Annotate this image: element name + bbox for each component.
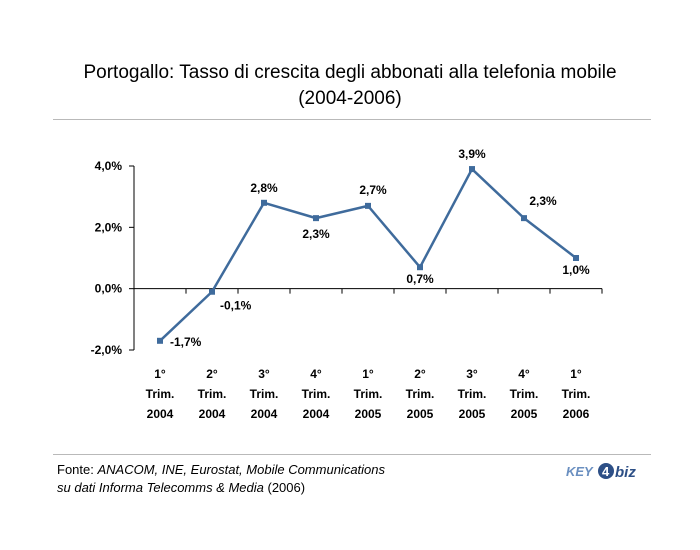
x-tick-label: 1° — [154, 367, 166, 381]
data-point — [209, 288, 215, 295]
x-tick-label: 2005 — [511, 407, 538, 421]
x-tick-label: 4° — [310, 367, 322, 381]
data-label: 2,3% — [529, 194, 557, 208]
data-label: -1,7% — [170, 335, 202, 349]
x-tick-label: 1° — [570, 367, 582, 381]
x-tick-label: 2005 — [407, 407, 434, 421]
logo-text-key: KEY — [566, 464, 594, 479]
data-label: 0,7% — [406, 272, 434, 286]
data-point — [313, 215, 319, 222]
data-point — [365, 202, 371, 209]
data-label: -0,1% — [220, 299, 252, 313]
source-suffix: (2006) — [263, 480, 306, 495]
x-tick-label: 1° — [362, 367, 374, 381]
y-tick-label: 2,0% — [95, 220, 123, 234]
top-divider — [53, 119, 651, 120]
x-tick-label: Trim. — [198, 387, 227, 401]
data-point — [261, 199, 267, 206]
x-tick-label: 2° — [414, 367, 426, 381]
x-tick-label: 3° — [466, 367, 478, 381]
data-label: 1,0% — [562, 263, 590, 277]
subtitle-line: (2004-2006) — [298, 88, 402, 109]
x-tick-label: 2004 — [303, 407, 330, 421]
key4biz-logo: KEY 4 biz — [566, 463, 636, 481]
chart-title: Portogallo: Tasso di crescita degli abbo… — [0, 60, 700, 112]
y-tick-label: 0,0% — [95, 282, 123, 296]
x-tick-label: Trim. — [354, 387, 383, 401]
data-point — [573, 255, 579, 261]
x-tick-label: 2° — [206, 367, 218, 381]
x-tick-label: Trim. — [562, 387, 591, 401]
data-label: 3,9% — [458, 147, 486, 161]
source-note: Fonte: ANACOM, INE, Eurostat, Mobile Com… — [57, 461, 385, 497]
x-tick-label: Trim. — [302, 387, 331, 401]
source-prefix: Fonte: — [57, 462, 98, 477]
source-italic-2: su dati Informa Telecomms & Media — [57, 480, 264, 495]
logo-text-4: 4 — [602, 464, 610, 479]
logo-circle — [598, 463, 614, 479]
x-tick-label: 3° — [258, 367, 270, 381]
data-point — [417, 264, 423, 271]
x-tick-label: Trim. — [510, 387, 539, 401]
y-tick-label: -2,0% — [91, 343, 123, 357]
data-point — [469, 166, 475, 173]
x-tick-label: 2005 — [355, 407, 382, 421]
title-line: Portogallo: Tasso di crescita degli abbo… — [83, 62, 617, 83]
x-tick-label: 2004 — [147, 407, 174, 421]
x-tick-label: 4° — [518, 367, 530, 381]
x-tick-label: Trim. — [250, 387, 279, 401]
x-tick-label: 2004 — [251, 407, 278, 421]
data-label: 2,3% — [302, 227, 330, 241]
x-tick-label: 2004 — [199, 407, 226, 421]
data-label: 2,8% — [250, 181, 278, 195]
y-tick-label: 4,0% — [95, 159, 123, 173]
logo-text-biz: biz — [615, 464, 636, 481]
x-tick-label: Trim. — [406, 387, 435, 401]
x-tick-label: Trim. — [458, 387, 487, 401]
data-point — [157, 337, 163, 344]
x-tick-label: 2006 — [563, 407, 590, 421]
data-point — [521, 215, 527, 222]
data-label: 2,7% — [359, 183, 387, 197]
source-italic-1: ANACOM, INE, Eurostat, Mobile Communicat… — [97, 462, 386, 477]
bottom-divider — [53, 454, 651, 455]
x-tick-label: Trim. — [146, 387, 175, 401]
x-tick-label: 2005 — [459, 407, 486, 421]
